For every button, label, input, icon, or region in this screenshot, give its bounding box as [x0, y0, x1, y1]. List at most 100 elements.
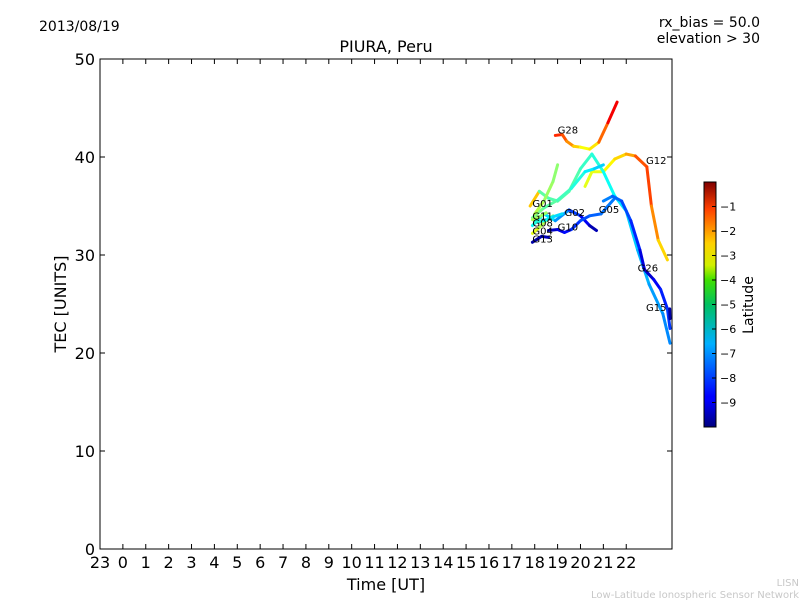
x-tick-label: 20 [570, 553, 590, 572]
series-segment [533, 219, 546, 225]
prn-label-g02: G02 [564, 208, 584, 219]
series-segment [661, 312, 672, 345]
x-tick-label: 19 [547, 553, 567, 572]
series-g05 [530, 163, 605, 220]
series-segment [656, 238, 669, 262]
series-segment [588, 212, 603, 218]
prn-label-g08: G08 [532, 219, 552, 230]
series-segment [624, 152, 637, 158]
x-tick-label: 17 [502, 553, 522, 572]
series-segment [613, 152, 628, 161]
series-segment [546, 228, 560, 232]
date-label: 2013/08/19 [39, 19, 120, 35]
y-tick-label: 30 [75, 246, 95, 265]
x-tick-label: 23 [90, 553, 110, 572]
series-segment [588, 224, 598, 232]
colorbar-tick-label: −3 [720, 250, 736, 263]
elevation-label: elevation > 30 [657, 31, 760, 47]
prn-label-g04: G04 [532, 226, 552, 237]
x-tick-label: 9 [324, 553, 334, 572]
series-segment [592, 163, 605, 171]
colorbar-tick-label: −1 [720, 201, 736, 214]
x-tick-label: 14 [433, 553, 453, 572]
y-tick-label: 20 [75, 344, 95, 363]
series-g10 [546, 196, 617, 234]
series-segment [599, 204, 610, 216]
x-tick-label: 1 [141, 553, 151, 572]
series-segment [556, 186, 573, 202]
series-segment [530, 226, 541, 235]
series-segment [620, 199, 633, 223]
y-tick-label: 40 [75, 148, 95, 167]
series-segment [569, 219, 582, 232]
series-g13 [530, 234, 550, 244]
x-tick-label: 18 [525, 553, 545, 572]
plot-area [99, 58, 673, 550]
series-segment [633, 154, 649, 169]
prn-label-g05: G05 [599, 205, 619, 216]
series-g28 [553, 100, 619, 151]
footer-line1: LISN [777, 578, 799, 589]
series-segment [606, 196, 617, 208]
colorbar-tick-label: −6 [720, 323, 736, 336]
x-tick-label: 2 [164, 553, 174, 572]
series-segment [540, 234, 550, 239]
x-tick-label: 11 [364, 553, 384, 572]
series-segment [611, 194, 624, 203]
x-tick-label: 6 [255, 553, 265, 572]
colorbar-ticks: −1 −2 −3 −4 −5 −6 −7 −8 −9 [712, 201, 736, 410]
x-tick-label: 5 [232, 553, 242, 572]
prn-label-g11: G11 [532, 212, 552, 223]
series-g11 [533, 163, 560, 216]
series-segment [537, 211, 548, 219]
x-tick-label: 16 [479, 553, 499, 572]
series-segment [649, 204, 660, 242]
series-g17 [533, 212, 564, 225]
series-segment [578, 152, 594, 171]
x-tick-label: 10 [342, 553, 362, 572]
x-axis-title: Time [UT] [346, 575, 425, 594]
x-tick-label: 15 [456, 553, 476, 572]
series-segment [601, 170, 617, 198]
series-segment [567, 208, 582, 218]
series-segment [530, 206, 546, 220]
series-segment [551, 212, 564, 219]
series-segment [537, 219, 548, 230]
series-segment [551, 163, 560, 183]
x-tick-label: 0 [118, 553, 128, 572]
series-segment [583, 170, 594, 188]
prn-label-g28: G28 [558, 125, 578, 136]
series-segment [645, 165, 653, 208]
prn-label-g15: G15 [646, 303, 666, 314]
series-segment [597, 121, 610, 144]
series-segment [590, 152, 605, 174]
y-tick-label: 10 [75, 442, 95, 461]
series-segment [601, 194, 615, 203]
prn-label-g01: G01 [532, 199, 552, 210]
series-segment [528, 189, 541, 208]
x-tick-label: 8 [301, 553, 311, 572]
series-segment [583, 167, 596, 174]
y-tick-label: 0 [85, 540, 95, 559]
colorbar-tick-label: −4 [720, 274, 736, 287]
series-segment [542, 215, 555, 223]
series-g08 [530, 211, 548, 222]
series-g12 [583, 152, 669, 262]
x-tick-label: 12 [387, 553, 407, 572]
y-tick-label: 50 [75, 50, 95, 69]
x-tick-label: 4 [209, 553, 219, 572]
series-segment [588, 140, 601, 151]
x-tick-label: 13 [410, 553, 430, 572]
series-segment [578, 214, 592, 223]
prn-label-g26: G26 [638, 264, 658, 275]
x-tick-label: 3 [186, 553, 196, 572]
series-segment [542, 180, 555, 203]
series-layer [528, 100, 672, 345]
chart-title: PIURA, Peru [339, 37, 432, 56]
prn-label-g12: G12 [646, 156, 666, 167]
colorbar-title: Latitude [741, 276, 757, 334]
y-axis: 0 10 20 30 40 50 [75, 50, 672, 559]
series-segment [643, 268, 656, 281]
series-segment [659, 287, 669, 311]
